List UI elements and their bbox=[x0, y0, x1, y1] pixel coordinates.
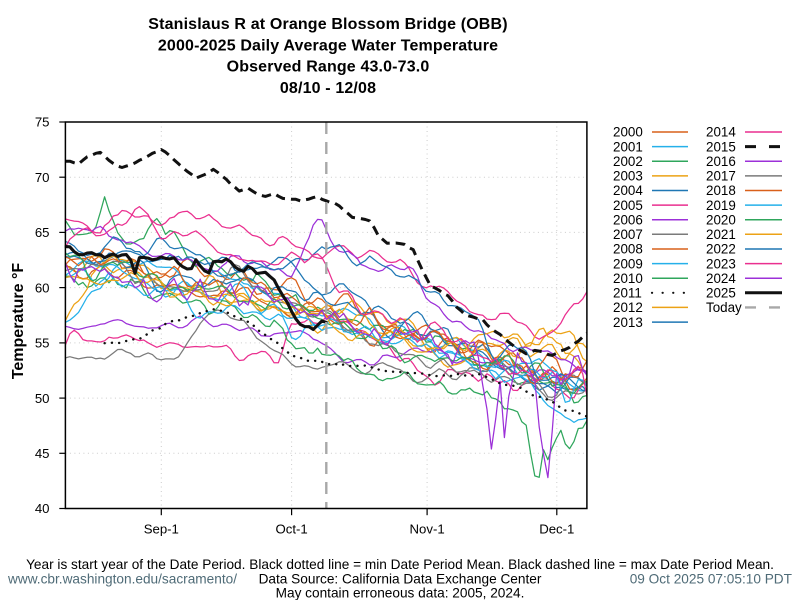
svg-text:Dec-1: Dec-1 bbox=[539, 522, 574, 537]
svg-text:2006: 2006 bbox=[613, 212, 643, 227]
svg-text:May contain erroneous data: 20: May contain erroneous data: 2005, 2024. bbox=[276, 586, 525, 600]
svg-text:2025: 2025 bbox=[706, 286, 736, 301]
svg-text:2008: 2008 bbox=[613, 242, 643, 257]
svg-text:2019: 2019 bbox=[706, 198, 736, 213]
svg-text:2000-2025 Daily Average Water: 2000-2025 Daily Average Water Temperatur… bbox=[158, 37, 498, 54]
svg-text:40: 40 bbox=[35, 501, 50, 516]
svg-text:2023: 2023 bbox=[706, 256, 736, 271]
svg-text:Data Source: California Data E: Data Source: California Data Exchange Ce… bbox=[259, 572, 542, 587]
svg-text:08/10 - 12/08: 08/10 - 12/08 bbox=[280, 80, 376, 97]
svg-text:2018: 2018 bbox=[706, 183, 736, 198]
svg-text:50: 50 bbox=[35, 391, 50, 406]
svg-text:2015: 2015 bbox=[706, 139, 736, 154]
svg-text:2022: 2022 bbox=[706, 242, 736, 257]
svg-text:Stanislaus R at Orange Blossom: Stanislaus R at Orange Blossom Bridge (O… bbox=[148, 16, 507, 33]
svg-text:2017: 2017 bbox=[706, 169, 736, 184]
svg-text:2003: 2003 bbox=[613, 169, 643, 184]
svg-text:2005: 2005 bbox=[613, 198, 643, 213]
svg-text:65: 65 bbox=[35, 225, 50, 240]
svg-text:2012: 2012 bbox=[613, 300, 643, 315]
svg-text:09 Oct 2025 07:05:10 PDT: 09 Oct 2025 07:05:10 PDT bbox=[630, 572, 793, 587]
svg-text:Nov-1: Nov-1 bbox=[410, 522, 445, 537]
svg-text:2013: 2013 bbox=[613, 315, 643, 330]
svg-text:2024: 2024 bbox=[706, 271, 736, 286]
svg-text:2002: 2002 bbox=[613, 154, 643, 169]
svg-text:Temperature °F: Temperature °F bbox=[10, 263, 27, 380]
svg-text:2010: 2010 bbox=[613, 271, 643, 286]
svg-text:www.cbr.washington.edu/sacrame: www.cbr.washington.edu/sacramento/ bbox=[7, 572, 237, 587]
svg-text:2007: 2007 bbox=[613, 227, 643, 242]
svg-text:2001: 2001 bbox=[613, 139, 643, 154]
svg-text:2020: 2020 bbox=[706, 212, 736, 227]
svg-text:70: 70 bbox=[35, 170, 50, 185]
svg-text:Oct-1: Oct-1 bbox=[275, 522, 307, 537]
svg-text:2021: 2021 bbox=[706, 227, 736, 242]
svg-text:2014: 2014 bbox=[706, 125, 736, 140]
svg-text:2011: 2011 bbox=[613, 286, 642, 301]
svg-text:Today: Today bbox=[706, 300, 742, 315]
svg-text:2004: 2004 bbox=[613, 183, 643, 198]
svg-text:55: 55 bbox=[35, 336, 50, 351]
svg-text:60: 60 bbox=[35, 280, 50, 295]
svg-text:2016: 2016 bbox=[706, 154, 736, 169]
svg-text:2009: 2009 bbox=[613, 256, 643, 271]
svg-text:45: 45 bbox=[35, 446, 50, 461]
svg-text:Sep-1: Sep-1 bbox=[144, 522, 179, 537]
svg-text:Observed Range 43.0-73.0: Observed Range 43.0-73.0 bbox=[227, 59, 430, 76]
svg-text:2000: 2000 bbox=[613, 125, 643, 140]
svg-text:75: 75 bbox=[35, 115, 50, 130]
svg-text:Year is start year of the Date: Year is start year of the Date Period. B… bbox=[26, 557, 774, 572]
